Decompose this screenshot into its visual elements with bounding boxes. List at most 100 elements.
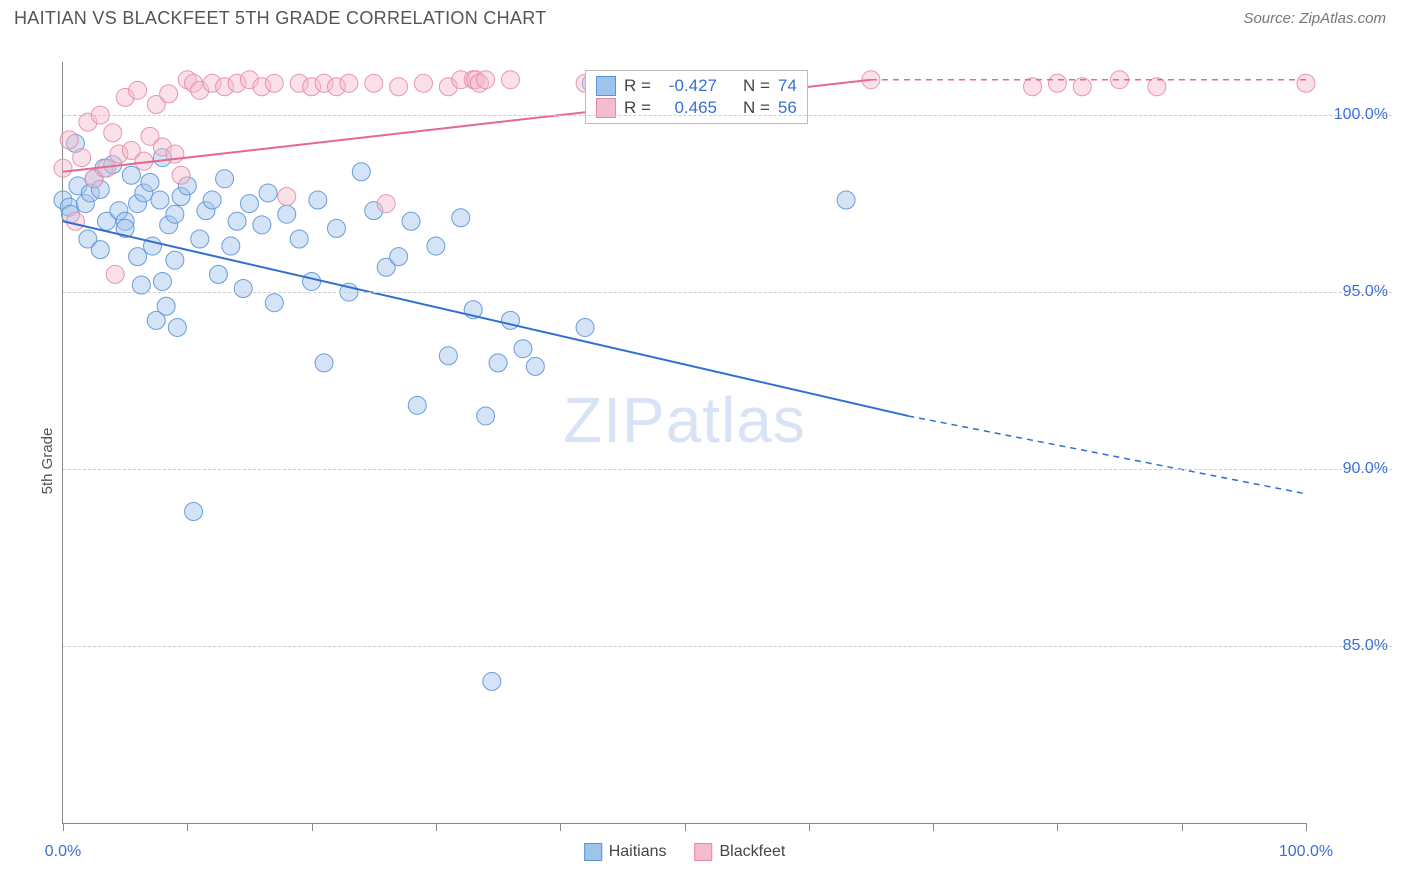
x-tick (1057, 823, 1058, 831)
scatter-point (390, 248, 408, 266)
scatter-point (290, 230, 308, 248)
scatter-point (166, 251, 184, 269)
legend-swatch (695, 843, 713, 861)
scatter-point (234, 280, 252, 298)
scatter-point (265, 74, 283, 92)
x-tick (1182, 823, 1183, 831)
scatter-point (514, 340, 532, 358)
scatter-point (122, 166, 140, 184)
scatter-point (265, 294, 283, 312)
y-axis-label: 5th Grade (39, 428, 56, 495)
scatter-point (157, 297, 175, 315)
scatter-point (452, 209, 470, 227)
scatter-point (477, 407, 495, 425)
chart-container: 5th Grade ZIPatlas R =-0.427N =74R = 0.4… (14, 44, 1392, 878)
scatter-point (259, 184, 277, 202)
scatter-point (66, 212, 84, 230)
y-tick-label: 100.0% (1334, 106, 1388, 124)
scatter-point (166, 205, 184, 223)
scatter-point (240, 195, 258, 213)
scatter-point (501, 71, 519, 89)
legend-item: Haitians (584, 843, 667, 861)
scatter-point (153, 272, 171, 290)
x-tick (436, 823, 437, 831)
plot-area: ZIPatlas R =-0.427N =74R = 0.465N =56 Ha… (62, 62, 1306, 824)
scatter-point (278, 205, 296, 223)
scatter-point (278, 188, 296, 206)
stats-r-value: -0.427 (659, 76, 717, 96)
scatter-point (209, 265, 227, 283)
scatter-point (414, 74, 432, 92)
y-tick-label: 90.0% (1343, 460, 1388, 478)
scatter-point (222, 237, 240, 255)
legend-label: Haitians (609, 843, 667, 861)
x-tick (933, 823, 934, 831)
regression-line-extrapolated (908, 416, 1306, 494)
scatter-point (340, 74, 358, 92)
scatter-point (91, 241, 109, 259)
scatter-point (408, 396, 426, 414)
gridline (63, 115, 1392, 116)
scatter-point (203, 191, 221, 209)
x-tick (63, 823, 64, 831)
stats-swatch (596, 76, 616, 96)
chart-title: HAITIAN VS BLACKFEET 5TH GRADE CORRELATI… (14, 8, 547, 29)
x-tick (1306, 823, 1307, 831)
scatter-point (489, 354, 507, 372)
scatter-point (1048, 74, 1066, 92)
scatter-point (106, 265, 124, 283)
scatter-point (104, 124, 122, 142)
scatter-point (185, 503, 203, 521)
x-tick (809, 823, 810, 831)
scatter-point (439, 347, 457, 365)
scatter-point (1297, 74, 1315, 92)
legend-item: Blackfeet (695, 843, 786, 861)
scatter-point (172, 166, 190, 184)
scatter-svg (63, 62, 1306, 823)
scatter-point (54, 159, 72, 177)
chart-source: Source: ZipAtlas.com (1243, 10, 1386, 27)
scatter-point (377, 195, 395, 213)
scatter-point (191, 230, 209, 248)
scatter-point (73, 149, 91, 167)
scatter-point (390, 78, 408, 96)
x-tick (560, 823, 561, 831)
x-tick-label: 0.0% (45, 843, 81, 861)
scatter-point (216, 170, 234, 188)
x-tick (685, 823, 686, 831)
scatter-point (576, 318, 594, 336)
scatter-point (168, 318, 186, 336)
chart-header: HAITIAN VS BLACKFEET 5TH GRADE CORRELATI… (0, 0, 1406, 33)
scatter-point (160, 85, 178, 103)
legend-label: Blackfeet (720, 843, 786, 861)
stats-r-label: R = (624, 76, 651, 96)
scatter-point (1073, 78, 1091, 96)
gridline (63, 292, 1392, 293)
scatter-point (129, 248, 147, 266)
scatter-point (427, 237, 445, 255)
scatter-point (129, 81, 147, 99)
scatter-point (837, 191, 855, 209)
scatter-point (327, 219, 345, 237)
scatter-point (60, 131, 78, 149)
stats-n-value: 74 (778, 76, 797, 96)
scatter-point (253, 216, 271, 234)
scatter-point (315, 354, 333, 372)
scatter-point (365, 74, 383, 92)
scatter-point (483, 672, 501, 690)
scatter-point (477, 71, 495, 89)
x-tick (187, 823, 188, 831)
scatter-point (526, 357, 544, 375)
scatter-point (303, 272, 321, 290)
scatter-point (309, 191, 327, 209)
gridline (63, 646, 1392, 647)
y-tick-label: 95.0% (1343, 283, 1388, 301)
scatter-point (141, 173, 159, 191)
scatter-point (228, 212, 246, 230)
gridline (63, 469, 1392, 470)
x-tick-label: 100.0% (1279, 843, 1333, 861)
legend: Haitians Blackfeet (584, 843, 786, 861)
legend-swatch (584, 843, 602, 861)
stats-n-label: N = (743, 76, 770, 96)
scatter-point (1148, 78, 1166, 96)
